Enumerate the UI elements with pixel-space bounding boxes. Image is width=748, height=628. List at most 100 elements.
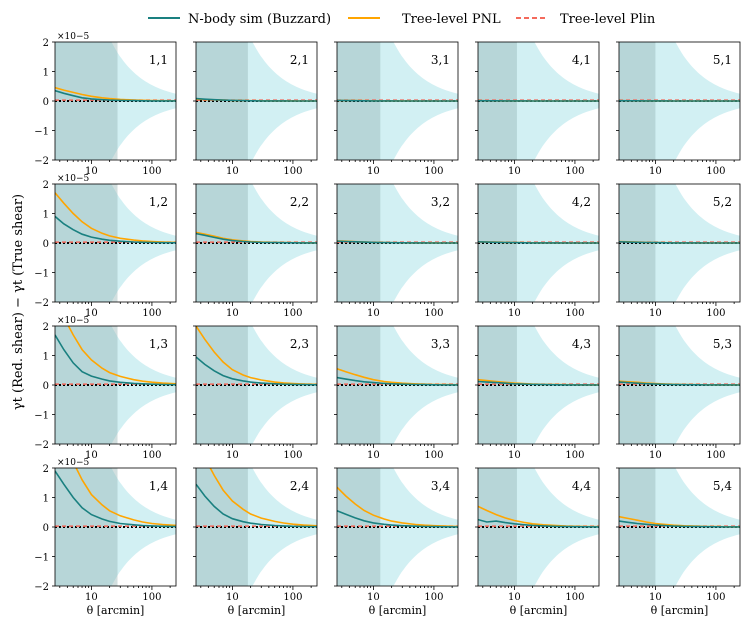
x-tick-label: 10	[226, 450, 239, 461]
y-multiplier: ×10−5	[57, 174, 90, 184]
panel-label: 4,1	[572, 53, 591, 67]
x-tick-label: 10	[367, 166, 380, 177]
y-tick-label: −1	[34, 553, 49, 564]
nbody-line	[337, 240, 458, 244]
nbody-line	[337, 510, 458, 528]
scale-cut-region	[619, 468, 656, 586]
panel-plot-area	[619, 184, 740, 302]
x-tick-label: 10	[367, 308, 380, 319]
y-tick-label: 1	[43, 352, 49, 363]
pnl-line	[75, 468, 176, 527]
nbody-line	[619, 381, 740, 386]
x-tick-label: 10	[508, 308, 521, 319]
panel-plot-area	[619, 468, 740, 586]
panel-3-3: 3,3 10 100	[334, 325, 459, 461]
panel-plot-area	[337, 326, 458, 444]
panel-label: 3,4	[431, 479, 450, 493]
x-tick-label: 100	[706, 450, 725, 461]
nbody-line	[196, 483, 317, 528]
y-tick-label: −1	[34, 127, 49, 138]
x-axis-label: θ [arcmin]	[510, 604, 568, 617]
x-tick-label: 10	[226, 308, 239, 319]
x-tick-label: 10	[508, 166, 521, 177]
panel-plot-area	[55, 184, 176, 302]
x-tick-label: 100	[424, 166, 443, 177]
panel-2-3: 2,3 10 100	[193, 325, 318, 461]
y-tick-label: 2	[43, 180, 49, 191]
pnl-line	[337, 486, 458, 528]
panel-plot-area	[478, 468, 599, 586]
x-tick-label: 10	[226, 166, 239, 177]
panel-plot-area	[55, 468, 176, 586]
x-tick-label: 10	[508, 450, 521, 461]
panel-label: 1,2	[149, 195, 168, 209]
x-tick-label: 100	[142, 166, 161, 177]
y-tick-label: 0	[43, 97, 49, 108]
x-axis-label: θ [arcmin]	[228, 604, 286, 617]
panel-label: 1,3	[149, 337, 168, 351]
panel-label: 3,3	[431, 337, 450, 351]
y-tick-label: −2	[34, 156, 49, 167]
nbody-line	[196, 232, 317, 244]
panel-plot-area	[337, 42, 458, 160]
nbody-line	[337, 99, 458, 102]
x-tick-label: 100	[142, 450, 161, 461]
panel-label: 2,4	[290, 479, 309, 493]
panel-plot-area	[337, 468, 458, 586]
legend: N-body sim (Buzzard) Tree-level PNL Tree…	[148, 12, 656, 27]
x-tick-label: 100	[283, 592, 302, 603]
panel-label: 1,1	[149, 53, 168, 67]
panel-label: 5,2	[713, 195, 732, 209]
legend-label-nbody: N-body sim (Buzzard)	[188, 12, 331, 27]
nbody-line	[619, 241, 740, 244]
x-tick-label: 100	[565, 450, 584, 461]
panel-label: 4,4	[572, 479, 591, 493]
panel-1-3: 1,3 −2 −1 0 1 2 ×10−5 10 100	[34, 316, 177, 461]
x-tick-label: 100	[424, 308, 443, 319]
panel-2-1: 2,1 10 100	[193, 41, 318, 177]
y-tick-label: −2	[34, 582, 49, 593]
legend-label-pnl: Tree-level PNL	[402, 12, 501, 27]
scale-cut-region	[619, 326, 656, 444]
x-tick-label: 10	[649, 166, 662, 177]
panel-label: 5,1	[713, 53, 732, 67]
x-tick-label: 10	[85, 450, 98, 461]
y-tick-label: −2	[34, 440, 49, 451]
y-tick-label: 0	[43, 523, 49, 534]
y-tick-label: 1	[43, 68, 49, 79]
panel-label: 3,1	[431, 53, 450, 67]
y-tick-label: −2	[34, 298, 49, 309]
x-tick-label: 10	[649, 308, 662, 319]
panel-plot-area	[337, 184, 458, 302]
x-axis-label: θ [arcmin]	[369, 604, 427, 617]
panel-label: 4,3	[572, 337, 591, 351]
panel-1-2: 1,2 −2 −1 0 1 2 ×10−5 10 100	[34, 174, 177, 319]
y-tick-label: 2	[43, 38, 49, 49]
panel-5-3: 5,3 10 100	[616, 325, 741, 461]
nbody-line	[55, 334, 176, 386]
nbody-line	[196, 356, 317, 386]
y-tick-label: 2	[43, 322, 49, 333]
pnl-line	[196, 326, 317, 386]
y-tick-label: 0	[43, 381, 49, 392]
y-tick-label: 0	[43, 239, 49, 250]
panel-5-1: 5,1 10 100	[616, 41, 741, 177]
y-tick-label: −1	[34, 411, 49, 422]
panel-label: 3,2	[431, 195, 450, 209]
panel-label: 5,3	[713, 337, 732, 351]
x-tick-label: 100	[283, 166, 302, 177]
x-tick-label: 100	[565, 166, 584, 177]
nbody-line	[55, 89, 176, 102]
panel-plot-area	[196, 326, 317, 444]
x-tick-label: 100	[283, 450, 302, 461]
panel-4-2: 4,2 10 100	[475, 183, 600, 319]
y-multiplier: ×10−5	[57, 32, 90, 42]
panel-4-3: 4,3 10 100	[475, 325, 600, 461]
x-tick-label: 100	[424, 450, 443, 461]
